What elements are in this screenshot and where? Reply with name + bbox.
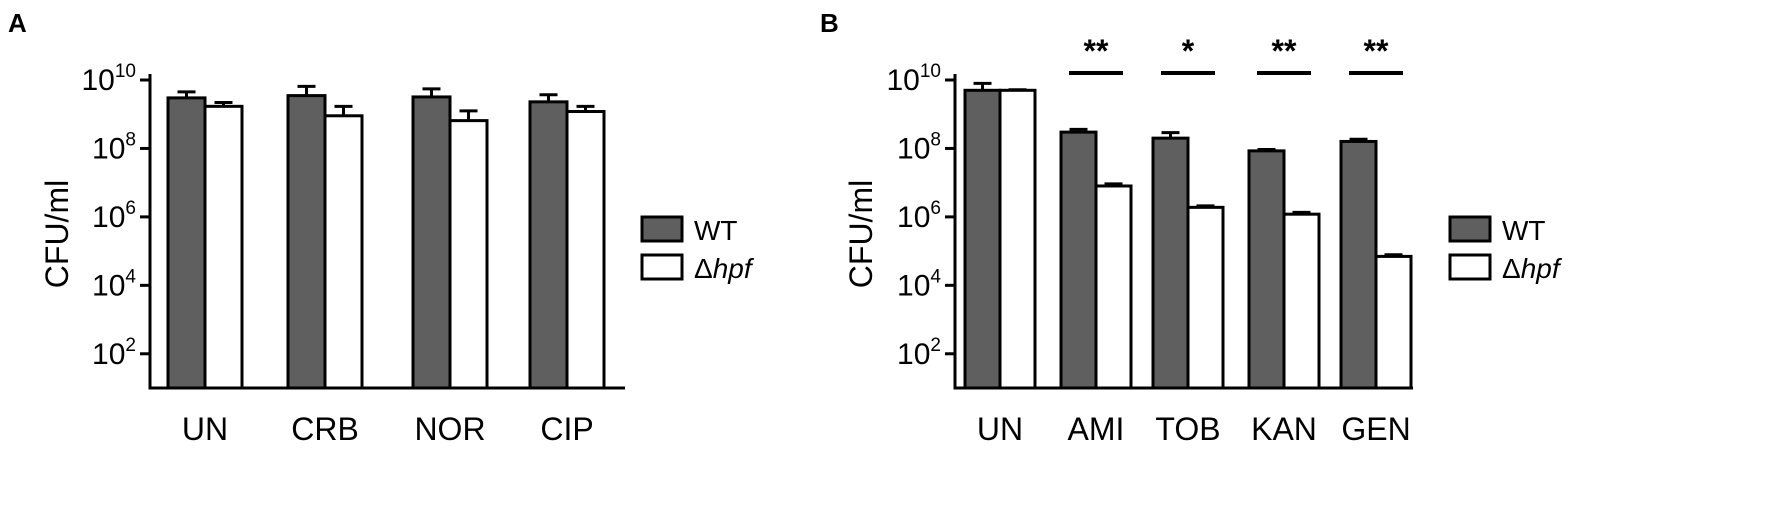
y-tick-label: 1010 xyxy=(886,61,941,97)
y-tick-base: 10 xyxy=(92,338,125,371)
category-label-ami: AMI xyxy=(1068,411,1125,447)
y-tick-label: 104 xyxy=(897,266,941,302)
category-label-crb: CRB xyxy=(291,411,359,447)
significance-label: ** xyxy=(1084,33,1109,69)
y-tick-base: 10 xyxy=(81,64,114,97)
legend-swatch-wt xyxy=(640,215,684,243)
y-tick-exponent: 2 xyxy=(930,335,941,356)
category-label-nor: NOR xyxy=(414,411,485,447)
bar-wt-un xyxy=(963,88,1002,390)
bar-hpf-crb xyxy=(323,114,364,390)
legend-swatch-hpf xyxy=(640,253,684,281)
y-tick-exponent: 2 xyxy=(125,335,136,356)
bar-hpf-ami xyxy=(1094,184,1133,390)
y-tick-label: 1010 xyxy=(81,61,136,97)
legend-delta: Δ xyxy=(694,253,713,284)
legend-label-wt: WT xyxy=(1502,215,1546,246)
legend-label-wt: WT xyxy=(694,215,738,246)
bar-hpf-un xyxy=(998,88,1037,390)
bar-hpf-kan xyxy=(1282,212,1321,390)
bar-hpf-cip xyxy=(565,110,606,390)
y-axis-label: CFU/ml xyxy=(39,180,75,288)
y-tick-base: 10 xyxy=(92,201,125,234)
bar-hpf-tob xyxy=(1186,205,1225,390)
y-tick-exponent: 8 xyxy=(125,129,136,150)
y-tick-exponent: 4 xyxy=(125,266,136,287)
y-tick-base: 10 xyxy=(92,269,125,302)
y-tick-exponent: 6 xyxy=(930,198,941,219)
significance-label: * xyxy=(1182,33,1195,69)
legend: WT Δhpf xyxy=(1448,215,1563,284)
bar-wt-un xyxy=(166,96,207,390)
y-tick-base: 10 xyxy=(897,338,930,371)
legend: WT Δhpf xyxy=(640,215,755,284)
panel-label: B xyxy=(820,8,839,38)
bar-wt-crb xyxy=(286,94,327,390)
y-axis-label: CFU/ml xyxy=(843,180,879,288)
y-tick-base: 10 xyxy=(897,201,930,234)
y-tick-label: 102 xyxy=(92,335,136,371)
category-label-tob: TOB xyxy=(1155,411,1220,447)
legend-delta: Δ xyxy=(1502,253,1521,284)
y-tick-exponent: 10 xyxy=(115,61,136,82)
panel-label: A xyxy=(8,8,27,38)
legend-swatch-hpf xyxy=(1448,253,1492,281)
bar-hpf-un xyxy=(203,104,244,390)
category-label-un: UN xyxy=(977,411,1023,447)
bar-wt-cip xyxy=(528,100,569,390)
bar-wt-tob xyxy=(1151,136,1190,390)
y-tick-exponent: 4 xyxy=(930,266,941,287)
significance-label: ** xyxy=(1272,33,1297,69)
legend-swatch-wt xyxy=(1448,215,1492,243)
bar-wt-gen xyxy=(1339,139,1378,390)
y-tick-base: 10 xyxy=(897,132,930,165)
bar-hpf-nor xyxy=(448,119,489,390)
bar-hpf-gen xyxy=(1374,254,1413,390)
y-tick-label: 106 xyxy=(92,198,136,234)
y-tick-label: 102 xyxy=(897,335,941,371)
category-label-un: UN xyxy=(182,411,228,447)
y-tick-exponent: 8 xyxy=(930,129,941,150)
legend-hpf-italic: hpf xyxy=(713,253,755,284)
y-tick-base: 10 xyxy=(92,132,125,165)
y-tick-label: 108 xyxy=(92,129,136,165)
bar-wt-ami xyxy=(1059,130,1098,390)
category-label-kan: KAN xyxy=(1251,411,1317,447)
y-tick-label: 106 xyxy=(897,198,941,234)
y-tick-base: 10 xyxy=(886,64,919,97)
category-label-gen: GEN xyxy=(1341,411,1410,447)
y-tick-exponent: 6 xyxy=(125,198,136,219)
legend-label-hpf: Δhpf xyxy=(694,253,755,284)
category-label-cip: CIP xyxy=(540,411,593,447)
y-tick-base: 10 xyxy=(897,269,930,302)
y-tick-exponent: 10 xyxy=(920,61,941,82)
y-tick-label: 108 xyxy=(897,129,941,165)
bar-wt-nor xyxy=(411,95,452,390)
significance-label: ** xyxy=(1364,33,1389,69)
bar-wt-kan xyxy=(1247,149,1286,390)
legend-label-hpf: Δhpf xyxy=(1502,253,1563,284)
y-tick-label: 104 xyxy=(92,266,136,302)
legend-hpf-italic: hpf xyxy=(1521,253,1563,284)
